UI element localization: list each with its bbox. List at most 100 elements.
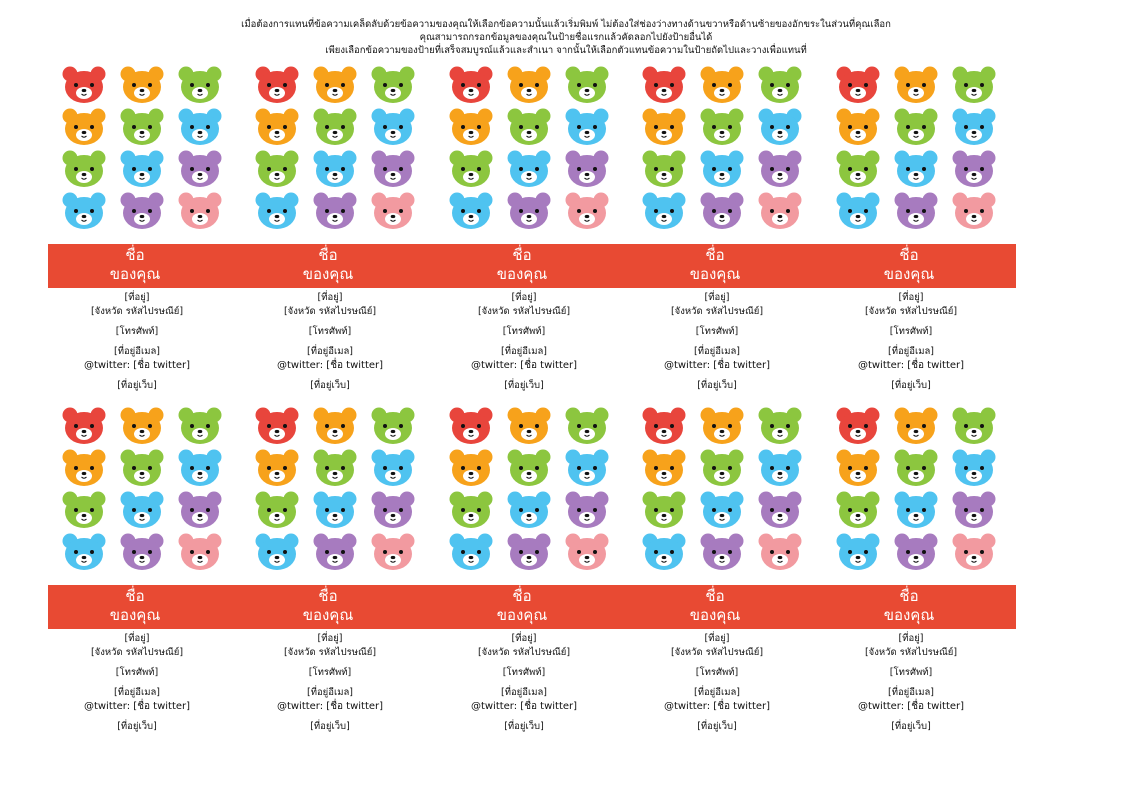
bear-face-icon <box>313 66 357 104</box>
label-contact-block[interactable]: [ที่อยู่] [จังหวัด รหัสไปรษณีย์] [โทรศัพท์… <box>240 632 420 734</box>
bear-pattern <box>449 66 623 238</box>
city-zip-line: [จังหวัด รหัสไปรษณีย์] <box>90 647 184 658</box>
bear-face-icon <box>758 192 802 230</box>
website-line: [ที่อยู่เว็บ] <box>310 721 350 732</box>
bear-face-icon <box>313 407 357 445</box>
bear-face-icon <box>700 108 744 146</box>
bear-face-icon <box>449 66 493 104</box>
twitter-line: @twitter: [ชื่อ twitter] <box>83 360 191 371</box>
twitter-line: @twitter: [ชื่อ twitter] <box>83 701 191 712</box>
label-sheet-bottom: ชื่อ ของคุณ ชื่อ ของคุณ ชื่อ ของคุณ ชื่อ ของคุณ… <box>48 407 1016 739</box>
bear-face-icon <box>255 533 299 571</box>
bear-face-icon <box>758 449 802 487</box>
label-name[interactable]: ชื่อ ของคุณ <box>635 246 795 284</box>
twitter-line: @twitter: [ชื่อ twitter] <box>470 360 578 371</box>
bear-face-icon <box>894 192 938 230</box>
address-line: [ที่อยู่] <box>704 292 730 303</box>
bear-face-icon <box>120 533 164 571</box>
phone-line: [โทรศัพท์] <box>115 326 159 337</box>
bear-face-icon <box>178 449 222 487</box>
bear-face-icon <box>449 407 493 445</box>
label-contact-block[interactable]: [ที่อยู่] [จังหวัด รหัสไปรษณีย์] [โทรศัพท์… <box>47 291 227 393</box>
label-contact-block[interactable]: [ที่อยู่] [จังหวัด รหัสไปรษณีย์] [โทรศัพท์… <box>434 632 614 734</box>
label-contact-block[interactable]: [ที่อยู่] [จังหวัด รหัสไปรษณีย์] [โทรศัพท์… <box>240 291 420 393</box>
label-contact-block[interactable]: [ที่อยู่] [จังหวัด รหัสไปรษณีย์] [โทรศัพท์… <box>627 632 807 734</box>
email-line: [ที่อยู่อีเมล] <box>307 687 353 698</box>
label-contact-block[interactable]: [ที่อยู่] [จังหวัด รหัสไปรษณีย์] [โทรศัพท์… <box>627 291 807 393</box>
bear-face-icon <box>642 533 686 571</box>
website-line: [ที่อยู่เว็บ] <box>117 380 157 391</box>
bear-face-icon <box>120 449 164 487</box>
city-zip-line: [จังหวัด รหัสไปรษณีย์] <box>477 647 571 658</box>
bear-face-icon <box>952 407 996 445</box>
bear-face-icon <box>642 108 686 146</box>
label-name[interactable]: ชื่อ ของคุณ <box>635 587 795 625</box>
label-contact-block[interactable]: [ที่อยู่] [จังหวัด รหัสไปรษณีย์] [โทรศัพท์… <box>821 632 1001 734</box>
bear-face-icon <box>120 491 164 529</box>
twitter-line: @twitter: [ชื่อ twitter] <box>276 701 384 712</box>
label-name[interactable]: ชื่อ ของคุณ <box>442 246 602 284</box>
bear-face-icon <box>120 192 164 230</box>
twitter-line: @twitter: [ชื่อ twitter] <box>276 360 384 371</box>
bear-face-icon <box>642 150 686 188</box>
bear-face-icon <box>952 533 996 571</box>
bear-face-icon <box>449 449 493 487</box>
name-band: ชื่อ ของคุณ ชื่อ ของคุณ ชื่อ ของคุณ ชื่อ ของคุณ… <box>48 585 1016 629</box>
bear-face-icon <box>371 150 415 188</box>
bear-pattern <box>255 66 429 238</box>
label-contact-block[interactable]: [ที่อยู่] [จังหวัด รหัสไปรษณีย์] [โทรศัพท์… <box>434 291 614 393</box>
name-line-2: ของคุณ <box>883 606 935 624</box>
label-name[interactable]: ชื่อ ของคุณ <box>55 246 215 284</box>
bear-face-icon <box>952 449 996 487</box>
bear-face-icon <box>449 192 493 230</box>
label-name[interactable]: ชื่อ ของคุณ <box>442 587 602 625</box>
bear-face-icon <box>894 150 938 188</box>
label-contact-block[interactable]: [ที่อยู่] [จังหวัด รหัสไปรษณีย์] [โทรศัพท์… <box>47 632 227 734</box>
bear-face-icon <box>758 407 802 445</box>
bear-face-icon <box>62 66 106 104</box>
bear-face-icon <box>952 192 996 230</box>
name-line-2: ของคุณ <box>109 606 161 624</box>
website-line: [ที่อยู่เว็บ] <box>891 721 931 732</box>
label-name[interactable]: ชื่อ ของคุณ <box>248 587 408 625</box>
website-line: [ที่อยู่เว็บ] <box>117 721 157 732</box>
bear-face-icon <box>700 449 744 487</box>
bear-face-icon <box>758 108 802 146</box>
address-row: [ที่อยู่] [จังหวัด รหัสไปรษณีย์] [โทรศัพท์… <box>48 629 1016 739</box>
label-contact-block[interactable]: [ที่อยู่] [จังหวัด รหัสไปรษณีย์] [โทรศัพท์… <box>821 291 1001 393</box>
bear-face-icon <box>894 533 938 571</box>
bear-face-icon <box>120 150 164 188</box>
bear-face-icon <box>700 66 744 104</box>
name-line-2: ของคุณ <box>689 265 741 283</box>
bear-face-icon <box>449 533 493 571</box>
address-line: [ที่อยู่] <box>511 292 537 303</box>
bear-face-icon <box>62 449 106 487</box>
bear-face-icon <box>255 449 299 487</box>
bear-face-icon <box>255 192 299 230</box>
city-zip-line: [จังหวัด รหัสไปรษณีย์] <box>670 647 764 658</box>
instruction-line: คุณสามารถกรอกข้อมูลของคุณในป้ายชื่อแรกแล… <box>419 32 713 43</box>
bear-face-icon <box>700 533 744 571</box>
bear-face-icon <box>836 533 880 571</box>
label-name[interactable]: ชื่อ ของคุณ <box>248 246 408 284</box>
bear-face-icon <box>507 108 551 146</box>
bear-face-icon <box>700 491 744 529</box>
instruction-line: เมื่อต้องการแทนที่ข้อความเคล็ดลับด้วยข้อ… <box>241 19 891 30</box>
label-name[interactable]: ชื่อ ของคุณ <box>829 246 989 284</box>
phone-line: [โทรศัพท์] <box>695 326 739 337</box>
address-line: [ที่อยู่] <box>317 292 343 303</box>
email-line: [ที่อยู่อีเมล] <box>501 687 547 698</box>
bear-face-icon <box>565 407 609 445</box>
label-name[interactable]: ชื่อ ของคุณ <box>829 587 989 625</box>
website-line: [ที่อยู่เว็บ] <box>697 721 737 732</box>
website-line: [ที่อยู่เว็บ] <box>891 380 931 391</box>
name-line-1: ชื่อ <box>512 246 532 264</box>
bear-face-icon <box>178 407 222 445</box>
name-line-1: ชื่อ <box>899 246 919 264</box>
bear-face-icon <box>255 66 299 104</box>
bear-face-icon <box>836 449 880 487</box>
label-name[interactable]: ชื่อ ของคุณ <box>55 587 215 625</box>
bear-face-icon <box>449 150 493 188</box>
bear-face-icon <box>836 150 880 188</box>
phone-line: [โทรศัพท์] <box>115 667 159 678</box>
